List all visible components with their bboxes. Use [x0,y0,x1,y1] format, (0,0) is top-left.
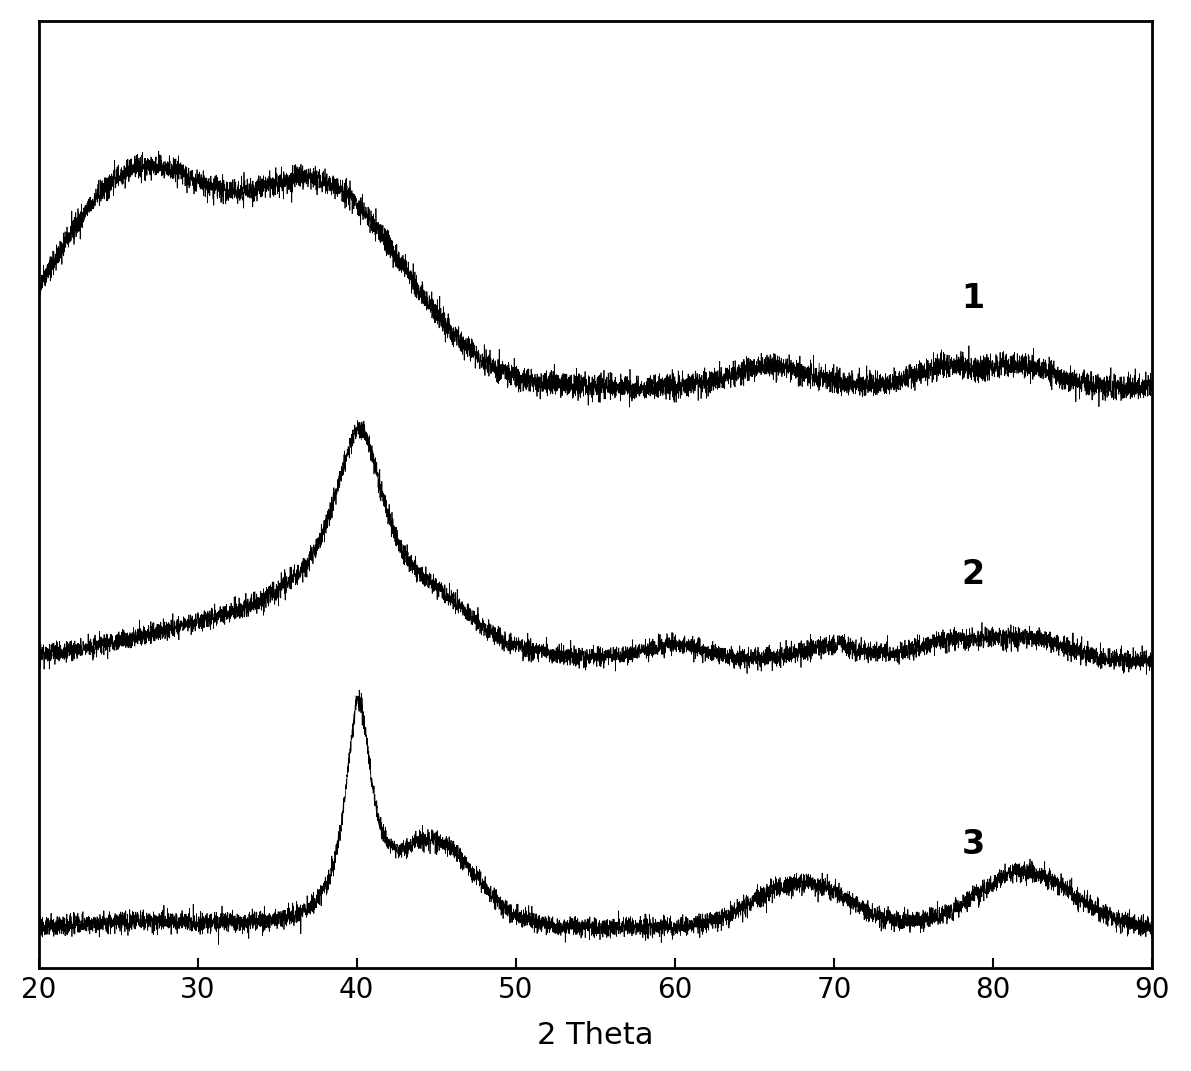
Text: 3: 3 [961,828,985,861]
Text: 1: 1 [961,282,985,315]
Text: 2: 2 [961,558,985,591]
X-axis label: 2 Theta: 2 Theta [537,1021,654,1051]
